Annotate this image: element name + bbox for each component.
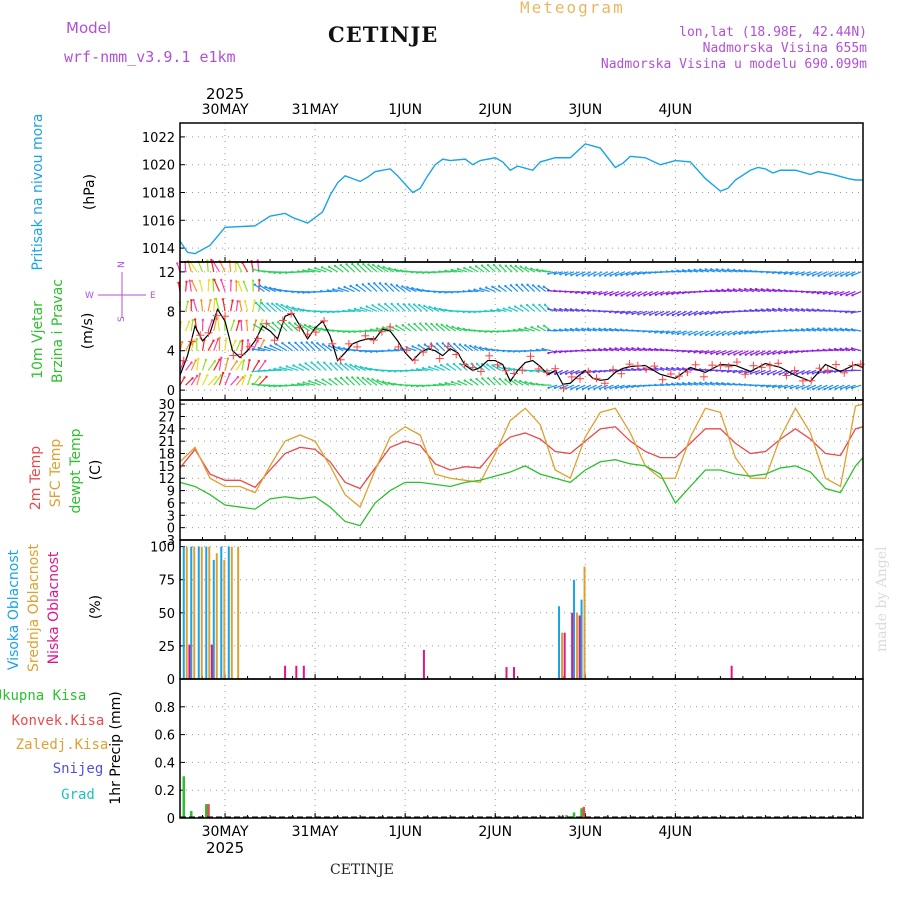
x-tick-label-bottom: 2JUN [478, 824, 512, 840]
y-tick-label: 1016 [142, 214, 175, 229]
y-tick-label: 0.2 [154, 784, 175, 799]
precip-legend-item: Snijeg [53, 761, 104, 777]
wind-gust-markers [179, 309, 865, 393]
y-tick-label: 3 [167, 509, 175, 524]
y-tick-label: 8 [167, 305, 175, 320]
y-tick-label: 9 [167, 485, 175, 500]
x-tick-label-top: 4JUN [658, 102, 692, 118]
pressure-axis-label: Pritisak na nivou mora [30, 113, 46, 270]
y-tick-label: 1022 [142, 131, 175, 146]
sfc-temp-axis-label: SFC Temp [48, 439, 64, 508]
footer-station: CETINJE [330, 862, 394, 878]
x-tick-label-top: 1JUN [388, 102, 422, 118]
y-tick-label: -3 [162, 534, 175, 549]
x-tick-label-bottom: 4JUN [658, 824, 692, 840]
product-title: Meteogram [520, 0, 625, 17]
panel-frame [179, 678, 864, 819]
y-tick-label: 75 [158, 574, 175, 589]
cloud-low-axis-label: Niska Oblacnost [46, 551, 62, 664]
t2m-axis-label: 2m Temp [28, 446, 44, 510]
precip-axis-label: 1hr Precip (mm) [108, 691, 124, 804]
x-tick-label-bottom: 1JUN [388, 824, 422, 840]
x-tick-label-top: 3JUN [568, 102, 602, 118]
y-tick-label: 50 [158, 607, 175, 622]
watermark: made by Angel [874, 546, 890, 653]
wind-unit-label: (m/s) [80, 313, 96, 350]
model-elevation-label: Nadmorska Visina u modelu 690.099m [600, 57, 867, 72]
x-tick-label-bottom: 3JUN [568, 824, 602, 840]
x-tick-label-bottom: 31MAY [292, 824, 339, 840]
compass-label: S [117, 316, 127, 322]
y-tick-label: 21 [158, 435, 175, 450]
model-name: wrf-nmm_v3.9.1 e1km [64, 48, 236, 66]
panel-frame [179, 539, 864, 680]
compass-label: W [85, 291, 94, 301]
cloud-mid-axis-label: Srednja Oblacnost [26, 544, 42, 672]
x-tick-label-top: 2JUN [478, 102, 512, 118]
y-tick-label: 100 [150, 541, 175, 556]
precip-legend-item: Grad [61, 787, 95, 803]
y-tick-label: 0.8 [154, 701, 175, 716]
wind-speed-line [179, 307, 864, 385]
precip-legend-item: Konvek.Kisa [12, 713, 105, 729]
y-tick-label: 27 [158, 410, 175, 425]
model-label: Model [66, 19, 112, 37]
y-tick-label: 12 [158, 472, 175, 487]
y-tick-label: 6 [167, 497, 175, 512]
dewpoint-line [179, 457, 864, 527]
cloud-unit-label: (%) [88, 595, 104, 619]
pressure-line [179, 143, 863, 255]
year-label-top: 2025 [206, 85, 244, 103]
y-tick-label: 0 [167, 384, 175, 399]
station-title: CETINJE [328, 22, 439, 47]
cloud-high-axis-label: Visoka Oblacnost [6, 549, 22, 670]
y-tick-label: 15 [158, 460, 175, 475]
y-tick-label: 24 [158, 423, 175, 438]
compass-label: N [117, 261, 127, 268]
y-tick-label: 1018 [142, 187, 175, 202]
dewpoint-axis-label: dewpt Temp [68, 428, 84, 513]
wind-barbs [176, 258, 862, 391]
t2m-line [179, 426, 864, 490]
x-tick-label-top: 30MAY [202, 102, 249, 118]
x-tick-label-bottom: 30MAY [202, 824, 249, 840]
y-tick-label: 0.6 [154, 729, 175, 744]
temp-unit-label: (C) [88, 460, 104, 481]
wind-axis-label: 10m Vjetar [30, 301, 46, 379]
y-tick-label: 0.4 [154, 756, 175, 771]
wind-axis-label-2: Brzina i Pravac [50, 279, 66, 383]
y-tick-label: 25 [158, 640, 175, 655]
elevation-label: Nadmorska Visina 655m [702, 41, 867, 56]
x-tick-label-top: 31MAY [292, 102, 339, 118]
y-tick-label: 12 [158, 266, 175, 281]
y-tick-label: 4 [167, 345, 175, 360]
y-tick-label: 0 [167, 673, 175, 688]
panel-frame [179, 399, 864, 541]
precip-legend-item: Ukupna Kisa [0, 688, 86, 704]
year-label-bottom: 2025 [206, 839, 244, 857]
y-tick-label: 1020 [142, 159, 175, 174]
sfc-temp-line [179, 403, 864, 509]
compass-label: E [150, 291, 156, 301]
precip-legend-item: Zaledj.Kisa [16, 737, 109, 753]
y-tick-label: 0 [167, 522, 175, 537]
coords-label: lon,lat (18.98E, 42.44N) [679, 25, 867, 40]
y-tick-label: 0 [167, 812, 175, 827]
y-tick-label: 18 [158, 448, 175, 463]
pressure-unit-label: (hPa) [82, 174, 98, 210]
y-tick-label: 1014 [142, 242, 175, 257]
y-tick-label: 30 [158, 398, 175, 413]
